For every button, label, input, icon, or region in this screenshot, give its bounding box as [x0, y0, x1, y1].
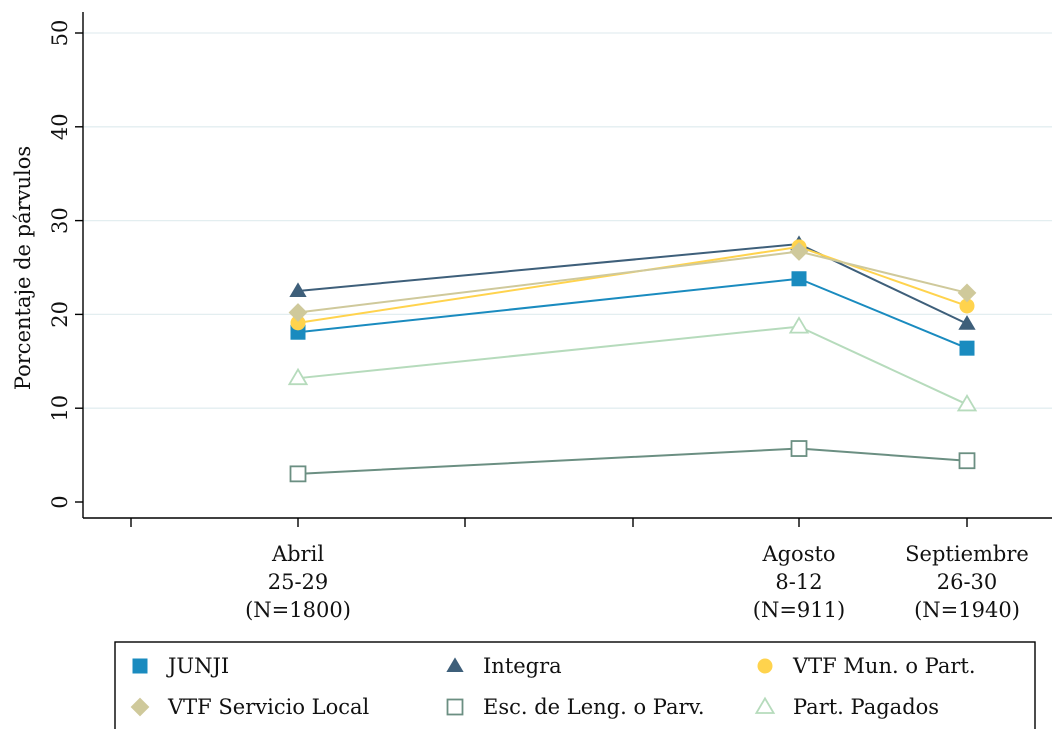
x-tick-label-line: Septiembre — [905, 542, 1029, 566]
data-point — [958, 452, 976, 470]
x-tick-label-line: (N=1800) — [245, 598, 351, 622]
series-3 — [288, 242, 977, 322]
legend-label: JUNJI — [166, 654, 229, 678]
x-tick-label-line: 26-30 — [937, 570, 998, 594]
y-tick-label: 40 — [48, 113, 72, 140]
series-line — [297, 245, 968, 324]
data-point — [956, 394, 978, 412]
y-tick-label: 20 — [48, 301, 72, 328]
data-point — [790, 440, 808, 457]
legend-marker — [132, 658, 148, 674]
data-point — [788, 316, 810, 334]
series-4 — [289, 440, 976, 483]
series-1 — [289, 235, 976, 330]
legend-marker — [754, 696, 776, 714]
x-tick-label-line: (N=911) — [753, 598, 845, 622]
legend-marker — [757, 658, 773, 674]
legend-marker — [446, 657, 464, 672]
legend-item: Esc. de Leng. o Parv. — [446, 695, 705, 719]
data-point — [959, 340, 975, 356]
data-point — [958, 315, 976, 330]
legend-item: VTF Servicio Local — [130, 695, 370, 719]
legend-label: Part. Pagados — [793, 695, 939, 719]
data-point — [288, 303, 308, 322]
legend-label: VTF Mun. o Part. — [792, 654, 976, 678]
y-axis-label: Porcentaje de párvulos — [11, 146, 35, 390]
data-point — [791, 271, 807, 287]
x-tick-label-line: (N=1940) — [914, 598, 1020, 622]
tick-labels: 0 10 20 30 40 50 Abril 25-29 (N=1800) Agosto 8-12 (… — [48, 20, 1029, 622]
series-line — [297, 243, 968, 325]
data-point — [959, 298, 975, 314]
x-tick-label-line: Abril — [271, 542, 324, 566]
x-tick-label: Septiembre 26-30 (N=1940) — [905, 542, 1029, 622]
data-point — [957, 283, 977, 303]
legend-item: JUNJI — [132, 654, 229, 678]
legend-item: VTF Mun. o Part. — [757, 654, 976, 678]
axes — [75, 12, 1052, 527]
legend-marker — [130, 697, 150, 717]
x-tick-label-line: 25-29 — [268, 570, 329, 594]
data-point — [789, 242, 809, 261]
series-line — [297, 277, 968, 350]
series-5 — [287, 316, 978, 412]
data-point — [287, 367, 309, 386]
gridlines — [83, 32, 1052, 409]
x-tick-label-line: Agosto — [761, 542, 835, 566]
legend-item: Integra — [446, 654, 562, 678]
series-2 — [290, 239, 975, 331]
series-line — [297, 325, 968, 406]
y-tick-label: 10 — [48, 395, 72, 422]
legend-box — [114, 641, 1036, 733]
data-point — [289, 465, 307, 483]
legend-label: Integra — [483, 654, 562, 678]
legend: JUNJI Integra VTF Mun. o Part. VTF Servicio… — [114, 641, 1036, 733]
legend-marker — [446, 698, 464, 716]
x-tick-label: Abril 25-29 (N=1800) — [245, 542, 351, 622]
series-line — [297, 447, 968, 475]
legend-label: VTF Servicio Local — [167, 695, 370, 719]
legend-item: Part. Pagados — [754, 695, 939, 719]
data-point — [290, 315, 306, 331]
legend-label: Esc. de Leng. o Parv. — [483, 695, 705, 719]
y-tick-label: 0 — [48, 495, 72, 508]
series-layer — [287, 235, 978, 483]
x-tick-label: Agosto 8-12 (N=911) — [753, 542, 845, 622]
y-tick-label: 30 — [48, 207, 72, 234]
data-point — [289, 282, 307, 297]
x-tick-label-line: 8-12 — [775, 570, 822, 594]
y-tick-label: 50 — [48, 20, 72, 47]
